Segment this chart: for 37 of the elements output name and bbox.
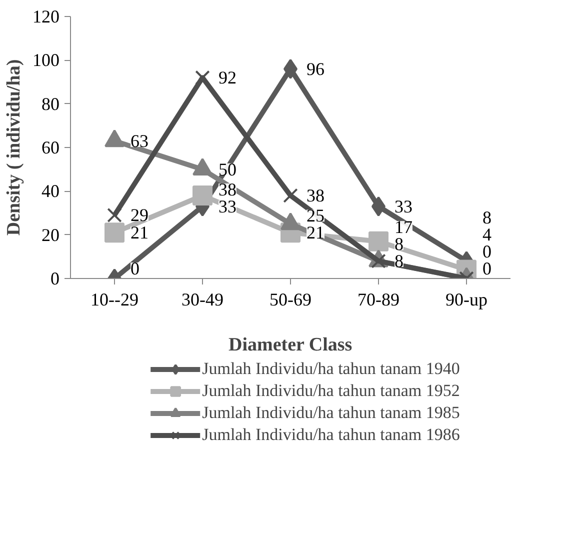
x-tick-label: 10--29 [90, 290, 139, 310]
data-label: 92 [218, 68, 236, 88]
point [104, 222, 124, 243]
data-label: 29 [130, 205, 148, 226]
legend-label: Jumlah Individu/ha tahun tanam 1952 [202, 380, 460, 402]
y-tick-label: 60 [42, 138, 60, 158]
data-label: 0 [482, 242, 492, 262]
point [283, 188, 298, 203]
x-tick-label: 70-89 [358, 290, 400, 310]
data-label: 33 [394, 196, 412, 216]
y-tick-label: 80 [42, 94, 60, 114]
data-label: 63 [130, 130, 148, 151]
data-label: 50 [218, 159, 236, 180]
y-tick-label: 100 [32, 50, 60, 70]
point [107, 208, 122, 223]
y-tick-label: 20 [42, 224, 60, 245]
point [192, 186, 212, 206]
point [368, 231, 388, 252]
data-label: 8 [482, 208, 492, 228]
y-tick-label: 120 [32, 6, 60, 26]
data-label: 96 [306, 58, 324, 79]
data-label: 4 [482, 224, 492, 244]
legend-label: Jumlah Individu/ha tahun tanam 1985 [202, 402, 460, 424]
y-axis-title: Density ( individu/ha) [4, 59, 24, 236]
x-tick-label: 30-49 [182, 290, 224, 310]
legend-label: Jumlah Individu/ha tahun tanam 1940 [202, 358, 460, 380]
x-tick-label: 50-69 [270, 290, 312, 310]
data-label: 0 [130, 258, 140, 278]
x-tick-label: 90-up [446, 290, 488, 310]
x-axis-title: Diameter Class [228, 334, 352, 356]
data-label: 21 [130, 222, 148, 243]
legend-label: Jumlah Individu/ha tahun tanam 1986 [202, 424, 460, 446]
y-tick-label: 40 [42, 181, 60, 202]
data-label: 0 [482, 258, 492, 278]
point [195, 70, 210, 85]
y-tick-label: 0 [50, 268, 60, 288]
data-label: 38 [306, 186, 324, 206]
